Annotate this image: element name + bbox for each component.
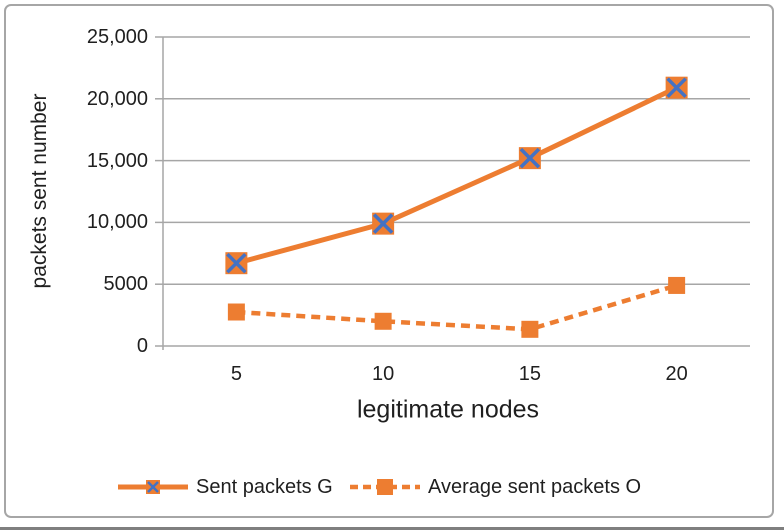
x-tick-label: 5 [230, 363, 242, 385]
y-axis-title: packets sent number [28, 93, 51, 289]
x-tick-label: 10 [372, 363, 395, 385]
marker-x-stroke [666, 77, 687, 98]
chart-border [4, 4, 774, 518]
marker-x-stroke [519, 147, 541, 169]
series-line-o [236, 283, 678, 332]
y-tick-label: 15,000 [86, 149, 148, 172]
marker-x-stroke [226, 252, 247, 274]
x-tick-label: 15 [518, 363, 541, 385]
marker-x-stroke [372, 213, 394, 234]
legend-marker-x-stroke [147, 481, 159, 493]
legend-line-sample-dashed [350, 479, 420, 495]
legend-line-sample-solid [118, 480, 188, 494]
legend-label-average-sent-packets-o: Average sent packets O [428, 476, 642, 498]
legend-label-sent-packets-g: Sent packets G [196, 476, 333, 498]
y-tick-label: 25,000 [86, 26, 148, 48]
marker-square [668, 276, 686, 294]
legend-marker-square [377, 479, 393, 495]
x-tick-label: 20 [665, 363, 688, 385]
x-axis-title: legitimate nodes [356, 395, 540, 424]
marker-square [227, 303, 245, 321]
y-tick-label: 20,000 [86, 87, 148, 110]
marker-square [374, 312, 392, 330]
marker-square [521, 320, 539, 338]
y-tick-label: 0 [136, 335, 148, 357]
bottom-page-rule [0, 527, 784, 530]
y-tick-label: 10,000 [86, 211, 148, 234]
y-tick-label: 5000 [103, 273, 149, 296]
series-line-g [235, 85, 678, 266]
